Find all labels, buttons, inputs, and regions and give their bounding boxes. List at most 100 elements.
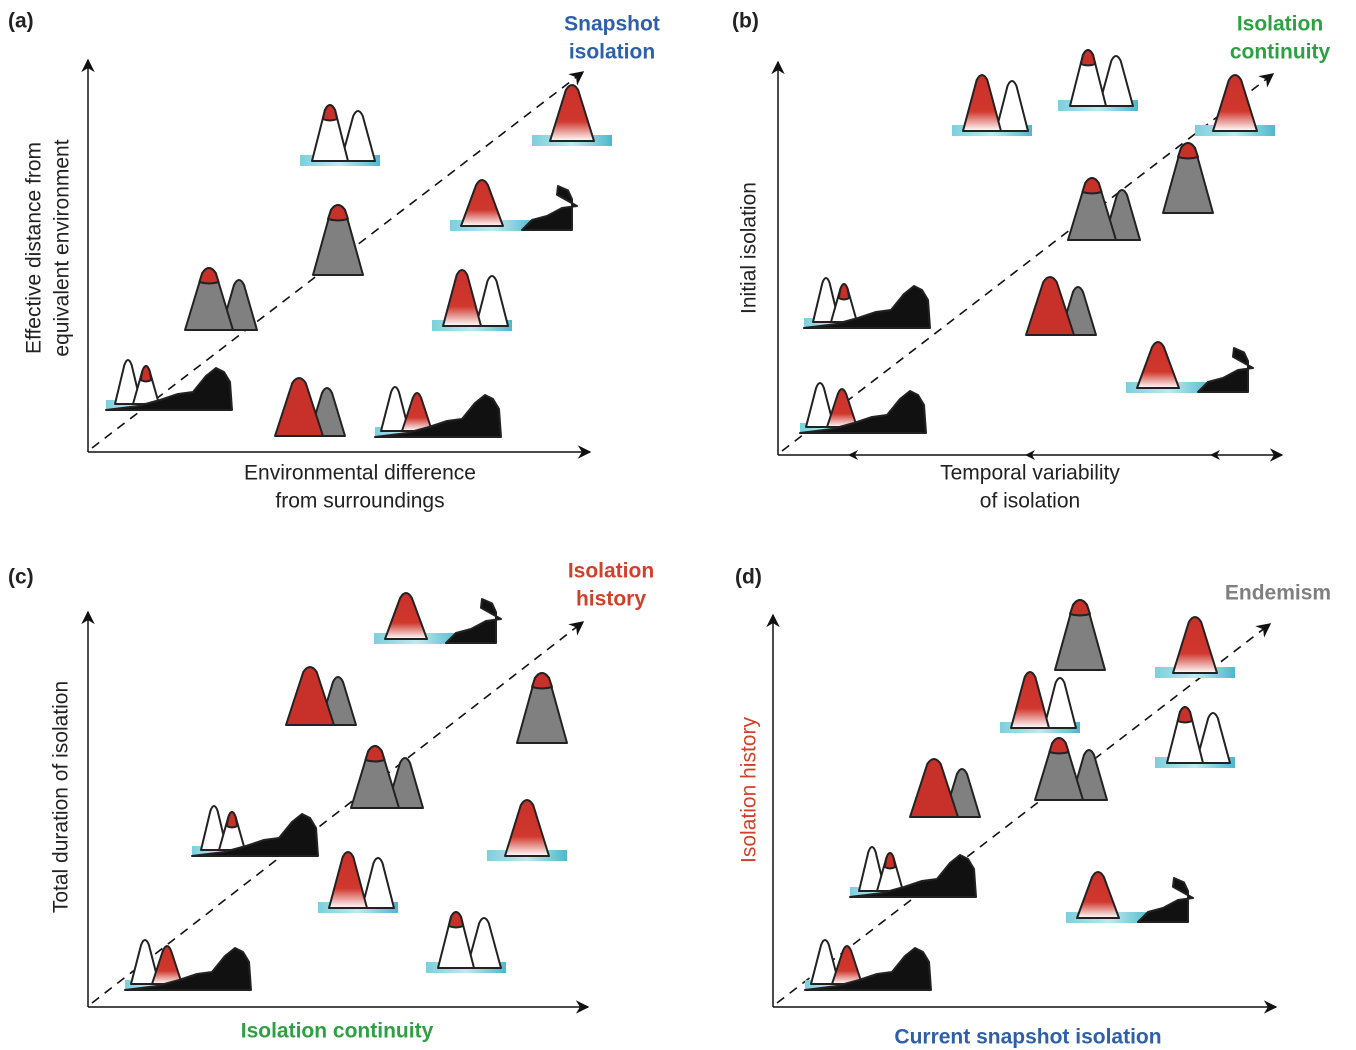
- axis-goal-label: isolation: [569, 41, 655, 64]
- mountain: [321, 104, 339, 122]
- mountain: [274, 377, 324, 437]
- mountain: [1195, 712, 1231, 764]
- island-icon: [849, 846, 977, 898]
- island-icon: [1067, 177, 1141, 241]
- island-icon: [804, 939, 932, 991]
- mountain: [466, 917, 502, 969]
- mountain: [962, 74, 1002, 132]
- diagonal-arrow: [781, 73, 1275, 452]
- mountain: [831, 945, 863, 985]
- island-icon: [318, 851, 398, 913]
- mountain: [1025, 276, 1075, 336]
- island-icon: [1000, 671, 1080, 733]
- island-icon: [487, 799, 567, 861]
- mountain: [1177, 142, 1199, 160]
- island-icon: [803, 277, 931, 329]
- mountain: [1137, 877, 1194, 923]
- island-icon: [1054, 599, 1106, 671]
- panel-label: (a): [8, 10, 34, 33]
- panel: (c) Isolation history Total duration of iso…: [8, 560, 654, 1043]
- y-axis-label: Effective distance from: [23, 142, 46, 354]
- island-icon: [909, 758, 981, 818]
- mountain: [1010, 671, 1050, 729]
- island-icon: [1025, 276, 1097, 336]
- mountain: [826, 388, 858, 428]
- axis-goal-label: Isolation: [568, 560, 654, 583]
- mountain: [1176, 706, 1194, 724]
- mountain: [1212, 74, 1258, 132]
- mountain: [401, 392, 433, 432]
- x-axis-label: Isolation continuity: [241, 1020, 434, 1043]
- y-axis-label: Total duration of isolation: [50, 681, 73, 913]
- mountain: [1043, 677, 1077, 729]
- island-icon: [1126, 341, 1254, 393]
- x-axis-label: Current snapshot isolation: [894, 1026, 1161, 1049]
- island-icon: [184, 267, 258, 331]
- mountain: [124, 947, 252, 991]
- mountain: [810, 939, 840, 985]
- island-icon: [300, 104, 380, 166]
- diagonal-arrow: [776, 623, 1272, 1004]
- mountain: [380, 386, 410, 432]
- axis-arrowhead: [848, 450, 858, 460]
- mountain: [225, 811, 239, 829]
- mountain: [1048, 737, 1070, 755]
- panel: (a) Snapshot isolation Effective distance f…: [8, 10, 660, 513]
- mountain: [812, 277, 840, 323]
- island-icon: [516, 672, 568, 744]
- mountain: [384, 592, 428, 640]
- mountain: [445, 598, 502, 644]
- mountain: [849, 854, 977, 898]
- mountain: [1069, 599, 1091, 617]
- diagonal-arrow: [91, 621, 585, 1004]
- island-icon: [274, 377, 346, 437]
- panel-label: (c): [8, 566, 34, 589]
- mountain: [151, 945, 183, 985]
- mountain: [327, 204, 349, 222]
- island-icon: [1195, 74, 1275, 136]
- island-icon: [532, 84, 612, 146]
- mountain: [198, 267, 220, 285]
- mountain: [549, 84, 595, 142]
- island-icon: [1058, 49, 1138, 111]
- x-axis-label: of isolation: [980, 490, 1080, 513]
- mountain: [447, 911, 465, 929]
- mountain: [328, 851, 368, 909]
- mountain: [504, 799, 550, 857]
- mountain: [1136, 341, 1180, 389]
- island-icon: [350, 745, 424, 809]
- island-icon: [1162, 142, 1214, 214]
- island-icon: [799, 382, 927, 434]
- mountain: [114, 359, 142, 405]
- mountain: [1098, 55, 1134, 107]
- island-icon: [426, 911, 506, 973]
- mountain: [1076, 871, 1120, 919]
- island-icon: [1155, 706, 1235, 768]
- axis-goal-label: Endemism: [1225, 582, 1331, 605]
- island-icon: [285, 666, 357, 726]
- island-icon: [191, 805, 319, 857]
- mountain: [1172, 616, 1218, 674]
- island-icon: [105, 359, 233, 411]
- axis-arrowhead: [1210, 450, 1220, 460]
- island-icon: [374, 592, 502, 644]
- mountain: [799, 390, 927, 434]
- y-axis-label: Isolation history: [738, 717, 761, 863]
- mountain: [361, 857, 395, 909]
- mountain: [364, 745, 386, 763]
- axis-goal-label: continuity: [1230, 41, 1331, 64]
- mountain: [909, 758, 959, 818]
- panel: (b) Isolation continuity Initial isolation T…: [732, 10, 1330, 513]
- mountain: [1197, 347, 1254, 393]
- mountain: [837, 283, 851, 301]
- mountain: [374, 394, 502, 438]
- y-axis-label: equivalent environment: [51, 139, 74, 356]
- mountain: [139, 365, 153, 383]
- mountain: [804, 947, 932, 991]
- island-icon: [374, 386, 502, 438]
- mountain: [475, 275, 509, 327]
- panel-label: (d): [735, 566, 762, 589]
- island-icon: [312, 204, 364, 276]
- mountain: [858, 846, 886, 892]
